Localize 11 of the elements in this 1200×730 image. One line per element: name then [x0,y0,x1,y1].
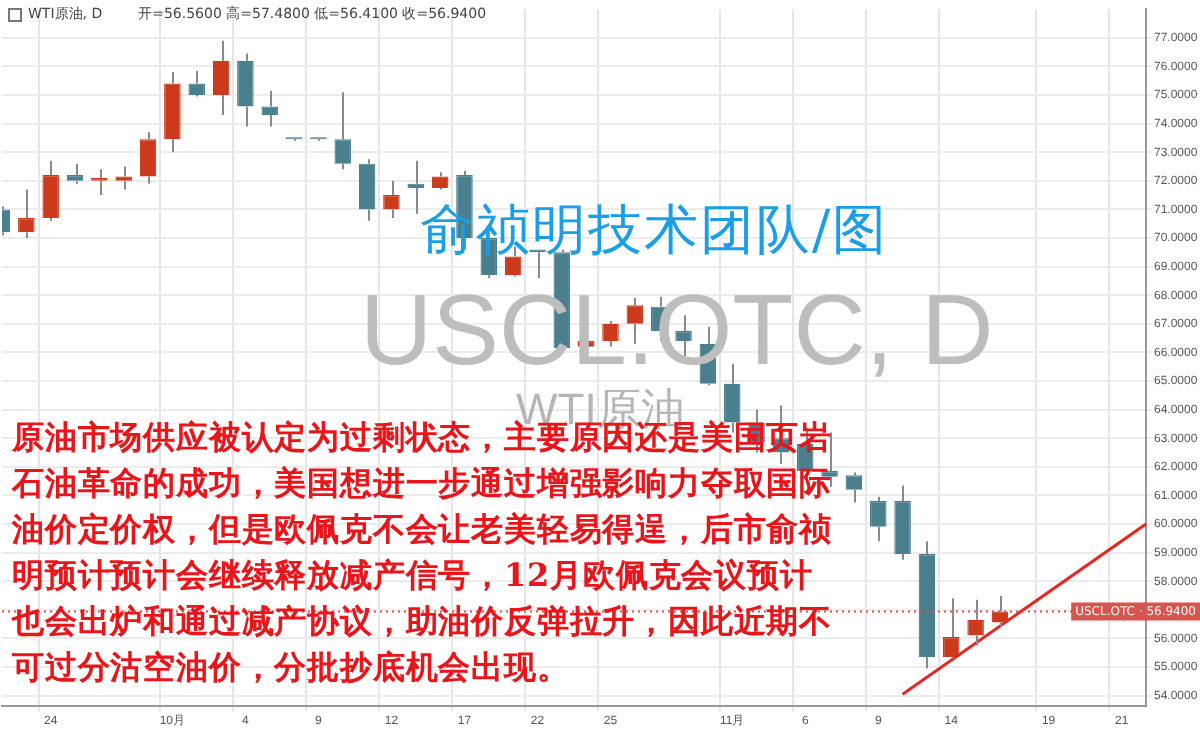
candlestick [894,484,911,561]
candlestick [237,52,254,128]
annotation: 俞祯明技术团队/图 [420,198,889,266]
candlestick [918,540,936,670]
candlestick [261,89,279,128]
candlestick [164,71,181,154]
candlestick [139,131,157,185]
candlestick [358,158,376,222]
candlestick [407,159,425,215]
candlestick [212,39,230,117]
candlestick [42,159,59,222]
